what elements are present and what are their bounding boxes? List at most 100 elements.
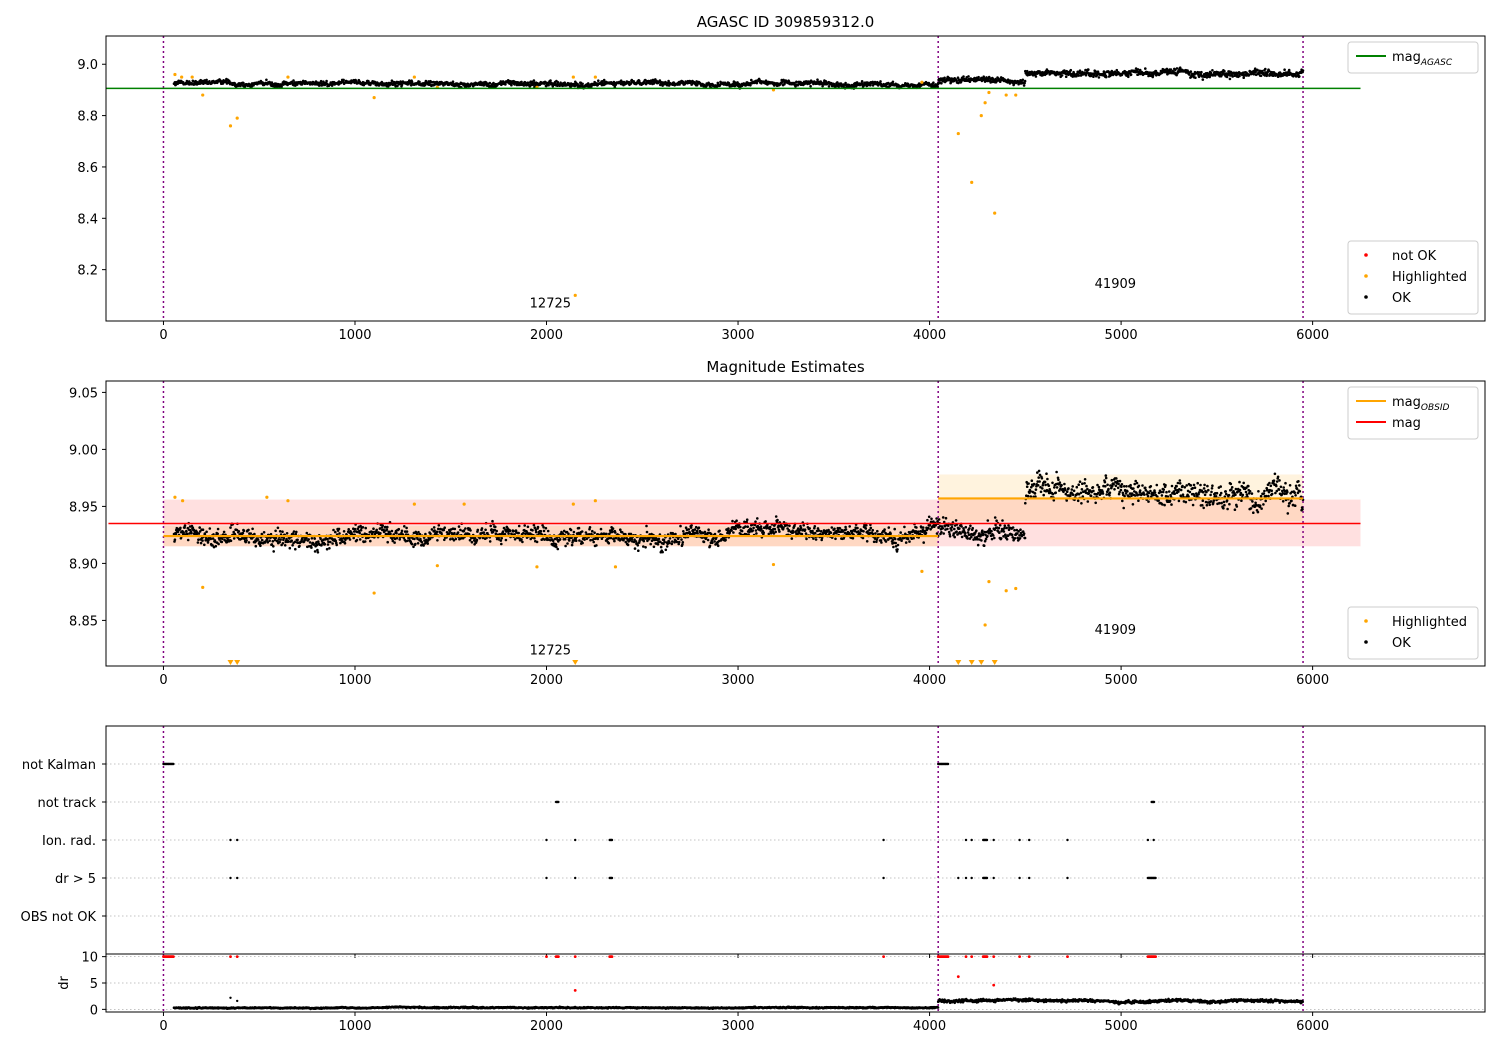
- ok-point: [1189, 70, 1193, 73]
- ok-point: [508, 529, 512, 533]
- ok-point: [1175, 484, 1178, 488]
- ok-point: [395, 536, 399, 540]
- ok-point: [1119, 488, 1123, 492]
- ok-point: [1244, 490, 1248, 494]
- ok-point: [526, 525, 530, 529]
- ok-point: [1080, 502, 1083, 505]
- ok-point: [1259, 494, 1263, 498]
- legend-label: not OK: [1392, 249, 1437, 264]
- ok-point: [197, 532, 201, 535]
- ok-point: [553, 537, 557, 541]
- ok-point: [629, 532, 633, 536]
- ok-point: [251, 527, 254, 531]
- ok-point: [513, 538, 517, 541]
- ok-point: [814, 538, 818, 541]
- ok-point: [1054, 491, 1057, 495]
- ok-point: [266, 541, 270, 544]
- ok-point: [1154, 69, 1158, 73]
- ok-point: [751, 529, 754, 532]
- ok-point: [711, 541, 714, 545]
- ok-point: [433, 529, 436, 532]
- ok-point: [551, 539, 555, 543]
- ok-point: [1003, 524, 1007, 527]
- ok-point: [1219, 491, 1223, 495]
- ok-point: [1083, 482, 1086, 485]
- ok-point: [253, 532, 256, 536]
- ok-point: [269, 532, 273, 536]
- ok-point: [1055, 486, 1059, 489]
- ok-point: [378, 527, 382, 530]
- ok-point: [256, 538, 260, 541]
- ok-point: [1290, 499, 1293, 503]
- ok-point: [1025, 485, 1029, 489]
- ok-point: [1170, 484, 1174, 488]
- ok-point: [191, 526, 195, 529]
- ok-point: [1297, 480, 1300, 483]
- ok-point: [1214, 495, 1218, 498]
- ok-point: [372, 527, 375, 530]
- ok-point: [398, 538, 402, 541]
- ok-point: [581, 541, 584, 545]
- ok-point: [856, 526, 859, 530]
- ok-point: [1157, 499, 1160, 502]
- ok-point: [319, 537, 322, 541]
- ok-point: [229, 526, 232, 529]
- ok-point: [1117, 482, 1120, 486]
- ok-point: [1147, 500, 1150, 503]
- ok-point: [1071, 485, 1074, 488]
- ok-point: [320, 544, 323, 547]
- ok-point: [1071, 493, 1075, 497]
- ok-point: [739, 525, 742, 529]
- ok-point: [363, 540, 367, 543]
- ok-point: [1267, 69, 1271, 72]
- ok-point: [674, 532, 677, 536]
- ok-point: [437, 524, 441, 527]
- ok-point: [702, 540, 706, 544]
- ok-point: [437, 527, 440, 531]
- ok-point: [656, 543, 660, 546]
- ok-point: [1160, 494, 1164, 497]
- ok-point: [1159, 490, 1163, 494]
- highlighted-point: [181, 499, 185, 503]
- ok-point: [539, 529, 543, 533]
- ok-point: [707, 528, 710, 531]
- ok-point: [1250, 492, 1254, 495]
- ok-point: [1041, 487, 1044, 490]
- ok-point: [468, 538, 472, 542]
- ok-point: [1223, 503, 1226, 507]
- ok-point: [1185, 484, 1188, 487]
- ok-point: [285, 532, 289, 535]
- ok-point: [423, 83, 427, 87]
- ok-point: [556, 80, 560, 84]
- ok-point: [480, 527, 484, 530]
- ok-point: [1080, 488, 1084, 491]
- ok-point: [331, 542, 334, 545]
- ok-point: [312, 543, 316, 546]
- ok-point: [591, 529, 594, 533]
- obsid-label: 12725: [530, 297, 571, 312]
- ok-point: [183, 524, 187, 527]
- ok-point: [199, 541, 203, 545]
- ok-point: [262, 531, 266, 534]
- ok-point: [1177, 499, 1181, 503]
- ok-point: [313, 537, 317, 540]
- ok-point: [791, 531, 795, 534]
- ok-point: [453, 531, 456, 535]
- ok-point: [754, 529, 758, 532]
- ok-point: [876, 529, 879, 533]
- x-tick-label: 0: [159, 328, 167, 343]
- ok-point: [1091, 486, 1095, 489]
- ok-point: [1201, 490, 1205, 494]
- ok-point: [249, 532, 253, 535]
- ok-point: [410, 542, 414, 546]
- ok-point: [296, 538, 299, 542]
- ok-point: [1262, 492, 1266, 495]
- ok-point: [339, 541, 342, 545]
- ok-point: [1130, 494, 1133, 498]
- ok-point: [960, 535, 964, 539]
- ok-point: [544, 526, 548, 530]
- ok-point: [936, 85, 939, 89]
- ok-point: [839, 82, 843, 85]
- ok-point: [1201, 504, 1204, 507]
- ok-point: [410, 80, 414, 84]
